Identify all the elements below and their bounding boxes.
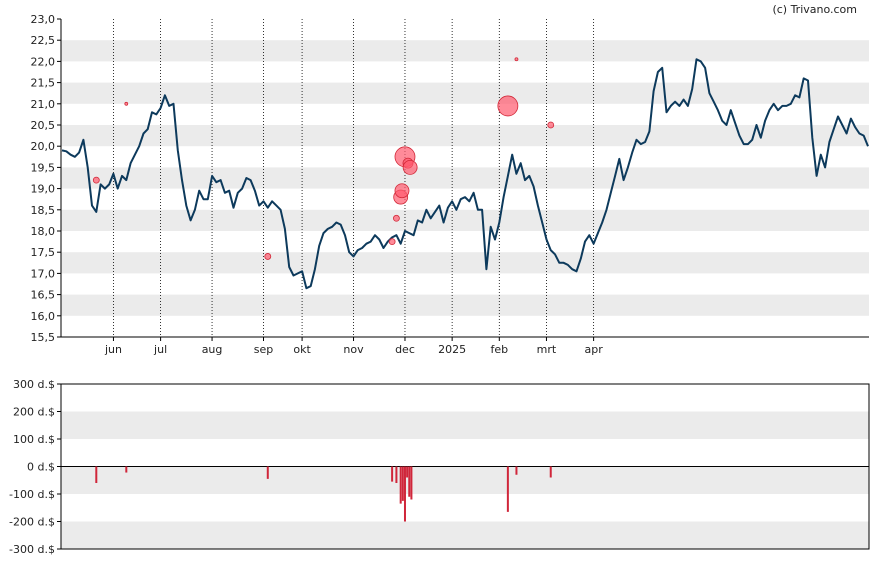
y-tick-label: 22,0	[31, 55, 56, 68]
volume-bar	[549, 466, 552, 478]
volume-bar	[266, 466, 269, 479]
x-tick-label: okt	[293, 343, 311, 356]
price-line	[61, 58, 869, 290]
x-tick-label: apr	[584, 343, 603, 356]
volume-bar	[391, 466, 394, 482]
grid-band	[61, 411, 869, 439]
grid-band	[61, 521, 869, 549]
y-tick-label: 21,5	[31, 77, 56, 90]
grid-band	[61, 167, 869, 189]
insider-bubble	[402, 159, 418, 175]
y-tick-label: 17,5	[31, 246, 56, 259]
insider-bubble	[497, 95, 519, 117]
y-tick-label: 21,0	[31, 98, 56, 111]
x-tick-label: mrt	[537, 343, 557, 356]
volume-frame	[60, 383, 870, 550]
y-tick-label: 19,5	[31, 161, 56, 174]
y-tick-label: 0 d.$	[27, 461, 55, 474]
y-tick-label: 100 d.$	[13, 433, 55, 446]
y-tick-label: 20,0	[31, 140, 56, 153]
grid-band	[61, 209, 869, 231]
y-tick-label: 18,0	[31, 225, 56, 238]
x-tick-label: jun	[104, 343, 122, 356]
volume-bar	[410, 466, 413, 500]
grid-band	[61, 466, 869, 494]
volume-bar	[403, 466, 406, 522]
volume-bar	[408, 466, 411, 497]
grid-band	[61, 252, 869, 274]
x-tick-label: jul	[153, 343, 167, 356]
y-tick-label: 200 d.$	[13, 406, 55, 419]
insider-bubble	[264, 253, 272, 260]
volume-bar	[125, 466, 128, 473]
volume-bar	[401, 466, 404, 501]
y-tick-label: 16,0	[31, 310, 56, 323]
volume-bar	[515, 466, 518, 475]
insider-bubble	[124, 101, 129, 106]
credit-text: (c) Trivano.com	[772, 3, 857, 16]
insider-bubble	[92, 176, 100, 184]
y-tick-label: 20,5	[31, 119, 56, 132]
price-chart: jun jul aug sep okt nov dec 2025 feb mrt apr 15,5 16…	[31, 13, 869, 356]
y-tick-label: -100 d.$	[9, 488, 55, 501]
insider-bubble	[514, 57, 519, 62]
volume-chart: 300 d.$ 200 d.$ 100 d.$ 0 d.$ -100 d.$ -200 d…	[9, 378, 870, 556]
volume-bar	[506, 466, 509, 512]
volume-bar	[399, 466, 402, 504]
insider-bubble	[394, 183, 410, 199]
volume-bar	[406, 466, 409, 478]
y-tick-label: 19,0	[31, 183, 56, 196]
y-tick-label: 300 d.$	[13, 378, 55, 391]
x-tick-label: dec	[395, 343, 415, 356]
x-tick-label: nov	[343, 343, 364, 356]
grid-band	[61, 125, 869, 147]
x-tick-label: aug	[202, 343, 223, 356]
volume-bar	[95, 466, 98, 483]
y-tick-label: -300 d.$	[9, 543, 55, 556]
insider-bubble	[388, 238, 396, 246]
x-tick-label: feb	[490, 343, 508, 356]
y-tick-label: 17,0	[31, 267, 56, 280]
volume-bar	[395, 466, 398, 483]
y-tick-label: 15,5	[31, 331, 56, 344]
grid-band	[61, 294, 869, 316]
y-tick-label: 23,0	[31, 13, 56, 26]
insider-bubble	[547, 121, 555, 129]
grid-band	[61, 40, 869, 62]
grid-band	[61, 82, 869, 104]
y-tick-label: 22,5	[31, 34, 56, 47]
x-tick-label: 2025	[438, 343, 466, 356]
insider-bubble	[393, 214, 400, 222]
y-tick-label: 18,5	[31, 204, 56, 217]
y-tick-label: 16,5	[31, 289, 56, 302]
x-tick-label: sep	[254, 343, 273, 356]
y-tick-label: -200 d.$	[9, 516, 55, 529]
